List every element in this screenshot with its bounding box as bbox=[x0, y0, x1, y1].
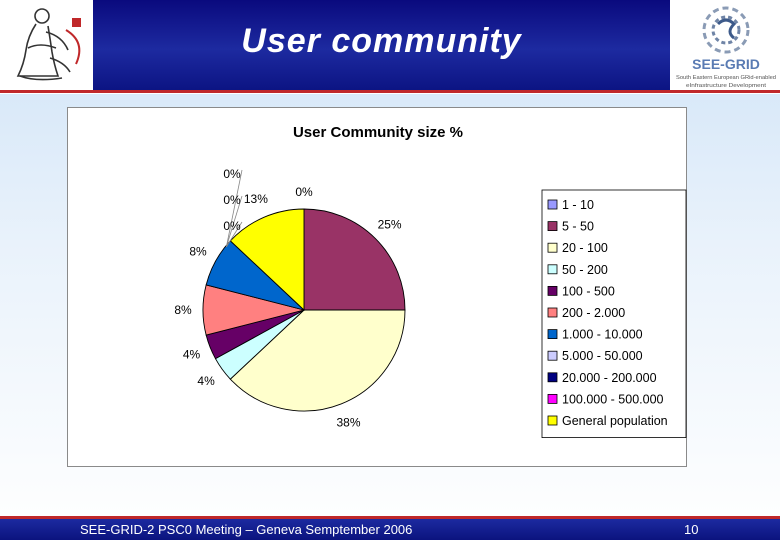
header-divider bbox=[0, 90, 780, 93]
footer-text: SEE-GRID-2 PSC0 Meeting – Geneva Semptem… bbox=[80, 522, 413, 537]
pie-slice-1 bbox=[303, 208, 406, 311]
see-grid-logo-brand: SEE-GRID bbox=[692, 56, 760, 72]
page-number: 10 bbox=[684, 522, 699, 537]
legend-swatch-10 bbox=[547, 415, 558, 426]
see-grid-logo-tagline-2: eInfrastructure Development bbox=[686, 83, 767, 89]
legend-swatch-4 bbox=[547, 285, 558, 296]
legend-swatch-2 bbox=[547, 242, 558, 253]
see-grid-logo: SEE-GRID South Eastern European GRid-ena… bbox=[674, 2, 778, 90]
legend-entry-7: 5.000 - 50.000 bbox=[562, 349, 643, 363]
pie-leader-line-8 bbox=[225, 195, 243, 247]
pie-data-labels: 0%25%38%4%4%8%8%0%0%0%13% bbox=[174, 167, 402, 430]
left-logo bbox=[6, 2, 90, 88]
chart-title: User Community size % bbox=[293, 124, 463, 141]
legend-swatch-0 bbox=[547, 199, 558, 210]
pie-data-label-6: 8% bbox=[189, 245, 207, 259]
legend-swatch-8 bbox=[547, 372, 558, 383]
legend-swatch-3 bbox=[547, 264, 558, 275]
pie-data-label-8: 0% bbox=[223, 193, 241, 207]
pie-data-label-7: 0% bbox=[223, 167, 241, 181]
legend-swatch-5 bbox=[547, 307, 558, 318]
chart-legend: 1 - 10 5 - 50 20 - 100 50 - 200 100 - 500 200… bbox=[541, 189, 687, 439]
slide-title: User community bbox=[241, 22, 522, 60]
legend-entry-1: 5 - 50 bbox=[562, 220, 594, 234]
legend-swatch-6 bbox=[547, 329, 558, 340]
pie-data-label-3: 4% bbox=[197, 374, 215, 388]
legend-entry-6: 1.000 - 10.000 bbox=[562, 328, 643, 342]
pie-data-label-0: 0% bbox=[295, 185, 313, 199]
pie-leader-line-7 bbox=[225, 169, 243, 247]
see-grid-logo-tagline-1: South Eastern European GRid-enabled bbox=[676, 75, 776, 81]
legend-swatch-9 bbox=[547, 393, 558, 404]
pie-chart: User Community size % 0% 25% 38% 4% 4% 8% 8% 0%… bbox=[67, 107, 687, 467]
legend-entry-8: 20.000 - 200.000 bbox=[562, 371, 657, 385]
pie-slice-10 bbox=[229, 208, 305, 312]
pie-data-label-4: 4% bbox=[183, 348, 201, 362]
slide-footer: SEE-GRID-2 PSC0 Meeting – Geneva Semptem… bbox=[0, 516, 780, 540]
slide-header: User community SEE-GRID South Eastern Eu… bbox=[0, 0, 780, 94]
legend-entry-9: 100.000 - 500.000 bbox=[562, 392, 664, 406]
pie-data-label-2: 38% bbox=[336, 416, 360, 430]
legend-swatch-7 bbox=[547, 350, 558, 361]
pie-slices bbox=[202, 208, 406, 412]
pie-data-label-5: 8% bbox=[174, 303, 192, 317]
legend-entry-5: 200 - 2.000 bbox=[562, 306, 625, 320]
legend-entry-3: 50 - 200 bbox=[562, 263, 608, 277]
title-band bbox=[93, 0, 670, 90]
pie-data-label-1: 25% bbox=[378, 217, 402, 231]
legend-swatch-1 bbox=[547, 221, 558, 231]
pie-slice-2 bbox=[229, 309, 406, 412]
legend-entry-0: 1 - 10 bbox=[562, 198, 594, 212]
legend-entry-4: 100 - 500 bbox=[562, 284, 615, 298]
legend-box bbox=[541, 189, 687, 439]
legend-entry-10: General population bbox=[562, 414, 668, 428]
pie-leader-lines bbox=[225, 169, 243, 248]
pie-data-label-10: 13% bbox=[244, 192, 268, 206]
pie-data-label-9: 0% bbox=[223, 219, 241, 233]
legend-entry-2: 20 - 100 bbox=[562, 241, 608, 255]
pie-chart-svg: User Community size % 0% 25% 38% 4% 4% 8% 8% 0%… bbox=[174, 124, 687, 439]
pie-leader-line-9 bbox=[226, 221, 243, 248]
